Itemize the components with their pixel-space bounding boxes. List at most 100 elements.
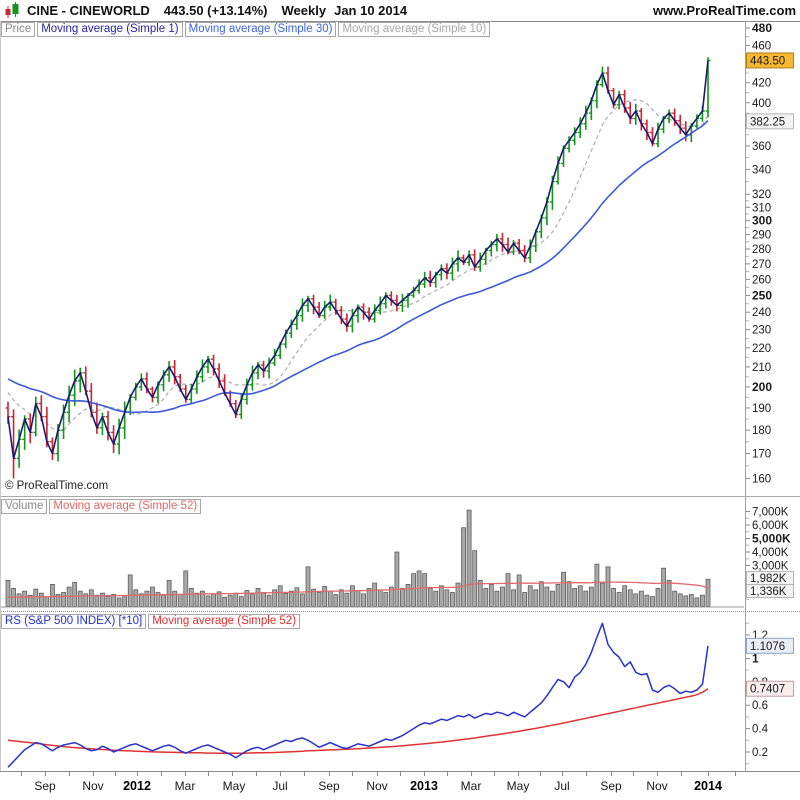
month-label: Nov <box>366 779 388 793</box>
rs-ma-value-box: 0.7407 <box>746 680 794 697</box>
svg-text:290: 290 <box>752 230 771 242</box>
month-tick <box>633 772 634 776</box>
month-tick <box>304 772 305 776</box>
pane-separator-dotted[interactable] <box>0 611 800 612</box>
price-legend-item-3[interactable]: Moving average (Simple 10) <box>338 22 491 37</box>
month-tick <box>400 772 401 776</box>
bar-date: Jan 10 2014 <box>334 3 408 18</box>
month-tick <box>540 772 541 776</box>
month-tick <box>708 772 709 776</box>
rs-last-value-box: 1.1076 <box>746 637 794 654</box>
month-label: Mar <box>460 779 482 793</box>
svg-text:6,000K: 6,000K <box>752 520 789 532</box>
prorealtime-link[interactable]: www.ProRealTime.com <box>652 3 796 18</box>
month-tick <box>735 772 736 776</box>
svg-text:382.25: 382.25 <box>750 116 785 128</box>
month-tick <box>280 772 281 776</box>
svg-text:340: 340 <box>752 164 771 176</box>
rs-legend-item-1[interactable]: Moving average (Simple 52) <box>148 614 301 629</box>
weekly-price-bars <box>5 57 711 479</box>
svg-text:230: 230 <box>752 325 771 337</box>
month-tick <box>232 772 233 776</box>
month-tick <box>681 772 682 776</box>
svg-text:240: 240 <box>752 307 771 319</box>
month-tick <box>611 772 612 776</box>
svg-text:0.2: 0.2 <box>752 747 768 759</box>
month-tick <box>494 772 495 776</box>
month-label: Nov <box>646 779 668 793</box>
volume-pane-legend: Volume Moving average (Simple 52) <box>1 499 202 514</box>
month-tick <box>424 772 425 776</box>
svg-text:1,336K: 1,336K <box>750 586 787 598</box>
svg-text:420: 420 <box>752 78 771 90</box>
price-legend-item-0[interactable]: Price <box>1 22 36 37</box>
pane-separator[interactable] <box>0 496 800 497</box>
month-tick <box>208 772 209 776</box>
month-label: Mar <box>174 779 196 793</box>
svg-text:3,000K: 3,000K <box>752 561 789 573</box>
month-tick <box>115 772 116 776</box>
svg-text:280: 280 <box>752 244 771 256</box>
svg-text:0.7407: 0.7407 <box>750 684 785 696</box>
svg-text:0.6: 0.6 <box>752 700 768 712</box>
year-label: 2013 <box>410 779 438 793</box>
last-volume-box: 1,982K <box>746 571 794 585</box>
svg-text:180: 180 <box>752 425 771 437</box>
rs-pane-legend: RS (S&P 500 INDEX) [*10] Moving average (… <box>1 614 301 629</box>
svg-text:1: 1 <box>752 651 759 665</box>
volume-legend-item-1[interactable]: Moving average (Simple 52) <box>49 499 202 514</box>
month-tick <box>69 772 70 776</box>
svg-text:320: 320 <box>752 189 771 201</box>
svg-text:310: 310 <box>752 202 771 214</box>
svg-text:400: 400 <box>752 98 771 110</box>
svg-text:200: 200 <box>752 380 772 394</box>
month-label: May <box>222 779 246 793</box>
month-tick <box>471 772 472 776</box>
month-tick <box>377 772 378 776</box>
month-tick <box>518 772 519 776</box>
svg-text:1,982K: 1,982K <box>750 573 787 585</box>
svg-text:300: 300 <box>752 214 772 228</box>
month-label: Nov <box>82 779 104 793</box>
candlestick-icon <box>5 2 19 18</box>
volume-legend-item-0[interactable]: Volume <box>1 499 48 514</box>
month-tick <box>256 772 257 776</box>
svg-text:160: 160 <box>752 473 771 485</box>
month-tick <box>137 772 138 776</box>
last-price-box: 443.50 <box>746 52 794 69</box>
month-label: Sep <box>600 779 622 793</box>
timeframe-label[interactable]: Weekly <box>281 3 327 18</box>
month-tick <box>586 772 587 776</box>
svg-text:1.1076: 1.1076 <box>750 641 785 653</box>
svg-text:443.50: 443.50 <box>750 55 785 67</box>
svg-text:170: 170 <box>752 449 771 461</box>
month-tick <box>329 772 330 776</box>
svg-text:210: 210 <box>752 362 771 374</box>
svg-text:7,000K: 7,000K <box>752 507 789 519</box>
month-tick <box>45 772 46 776</box>
month-tick <box>562 772 563 776</box>
price-legend-item-1[interactable]: Moving average (Simple 1) <box>37 22 183 37</box>
chart-left-border <box>0 21 1 771</box>
time-axis[interactable]: Sep Nov 2012 Mar May Jul Sep Nov 2013 Mar May Jul Se… <box>0 771 800 800</box>
year-label: 2012 <box>123 779 151 793</box>
copyright-label: © ProRealTime.com <box>5 480 109 492</box>
svg-text:190: 190 <box>752 403 771 415</box>
month-tick <box>447 772 448 776</box>
month-label: Jul <box>554 779 570 793</box>
svg-text:360: 360 <box>752 141 771 153</box>
month-tick <box>161 772 162 776</box>
price-legend-item-2[interactable]: Moving average (Simple 30) <box>184 22 337 37</box>
volume-bars <box>5 509 711 607</box>
rs-legend-item-0[interactable]: RS (S&P 500 INDEX) [*10] <box>1 614 147 629</box>
svg-text:4,000K: 4,000K <box>752 547 789 559</box>
month-tick <box>185 772 186 776</box>
last-price: 443.50 (+13.14%) <box>163 3 268 18</box>
month-label: May <box>506 779 530 793</box>
svg-text:480: 480 <box>752 21 772 35</box>
svg-text:270: 270 <box>752 259 771 271</box>
